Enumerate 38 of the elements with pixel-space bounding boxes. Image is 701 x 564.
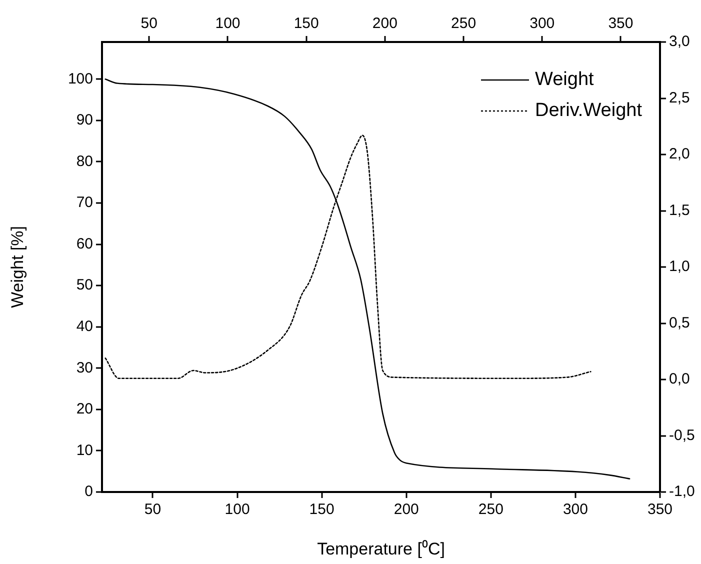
y-tick-label: 0 bbox=[84, 483, 93, 500]
y2-tick-label: 3,0 bbox=[669, 33, 690, 50]
y-tick-label: 50 bbox=[76, 276, 93, 294]
y2-tick-label: 1,5 bbox=[669, 202, 690, 219]
legend-label: Deriv.Weight bbox=[535, 100, 643, 122]
y2-tick-label: 2,5 bbox=[669, 89, 690, 106]
y-axis-title: Weight [%] bbox=[8, 226, 27, 308]
legend-label: Weight bbox=[535, 69, 595, 90]
x-axis-title: Temperature [⁰C] bbox=[317, 539, 445, 558]
x-tick-label: 50 bbox=[144, 501, 162, 518]
x2-tick-label: 250 bbox=[451, 15, 476, 32]
x2-tick-label: 100 bbox=[215, 15, 240, 32]
x2-tick-label: 50 bbox=[140, 15, 158, 32]
x2-tick-label: 300 bbox=[530, 15, 555, 32]
y-tick-label: 70 bbox=[76, 194, 93, 212]
y2-tick-label: 0,5 bbox=[669, 314, 690, 332]
y2-tick-label: -1,0 bbox=[669, 483, 695, 500]
y2-tick-label: 2,0 bbox=[669, 146, 690, 163]
y-tick-label: 30 bbox=[76, 359, 93, 376]
y-tick-label: 60 bbox=[76, 235, 93, 252]
y-tick-label: 90 bbox=[76, 112, 93, 129]
x-tick-label: 250 bbox=[478, 501, 504, 518]
y-tick-label: 80 bbox=[76, 152, 93, 170]
x-tick-label: 100 bbox=[224, 501, 250, 518]
y2-tick-label: 0,0 bbox=[669, 370, 690, 388]
x2-tick-label: 350 bbox=[608, 15, 634, 32]
x2-tick-label: 150 bbox=[294, 15, 319, 32]
y-tick-label: 40 bbox=[76, 318, 93, 336]
x-tick-label: 150 bbox=[309, 501, 334, 518]
y-tick-label: 100 bbox=[68, 70, 93, 88]
x-tick-label: 200 bbox=[394, 501, 419, 518]
y2-tick-label: -0,5 bbox=[669, 426, 695, 444]
x2-tick-label: 200 bbox=[372, 15, 398, 32]
y2-tick-label: 1,0 bbox=[669, 258, 690, 276]
x-tick-label: 350 bbox=[647, 501, 673, 518]
y-tick-label: 20 bbox=[76, 400, 93, 418]
x-tick-label: 300 bbox=[562, 501, 588, 518]
y-tick-label: 10 bbox=[76, 442, 93, 459]
